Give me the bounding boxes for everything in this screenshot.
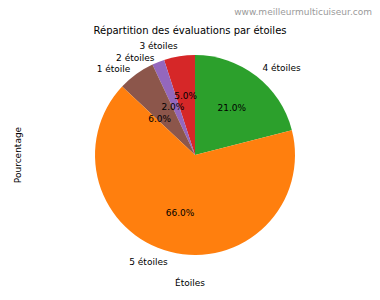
svg-text:6.0%: 6.0% [148, 114, 171, 124]
svg-text:Répartition des évaluations pa: Répartition des évaluations par étoiles [93, 25, 286, 36]
svg-text:5 étoiles: 5 étoiles [129, 257, 168, 267]
svg-text:Étoiles: Étoiles [175, 277, 205, 288]
svg-text:1 étoile: 1 étoile [97, 64, 131, 74]
svg-text:4 étoiles: 4 étoiles [262, 63, 301, 73]
svg-text:2 étoiles: 2 étoiles [116, 53, 155, 63]
svg-text:www.meilleurmulticuiseur.com: www.meilleurmulticuiseur.com [234, 7, 372, 17]
svg-text:66.0%: 66.0% [166, 208, 195, 218]
svg-text:Pourcentage: Pourcentage [13, 126, 23, 183]
svg-text:3 étoiles: 3 étoiles [139, 41, 178, 51]
svg-text:2.0%: 2.0% [161, 102, 184, 112]
svg-text:5.0%: 5.0% [174, 91, 197, 101]
svg-text:21.0%: 21.0% [217, 103, 246, 113]
